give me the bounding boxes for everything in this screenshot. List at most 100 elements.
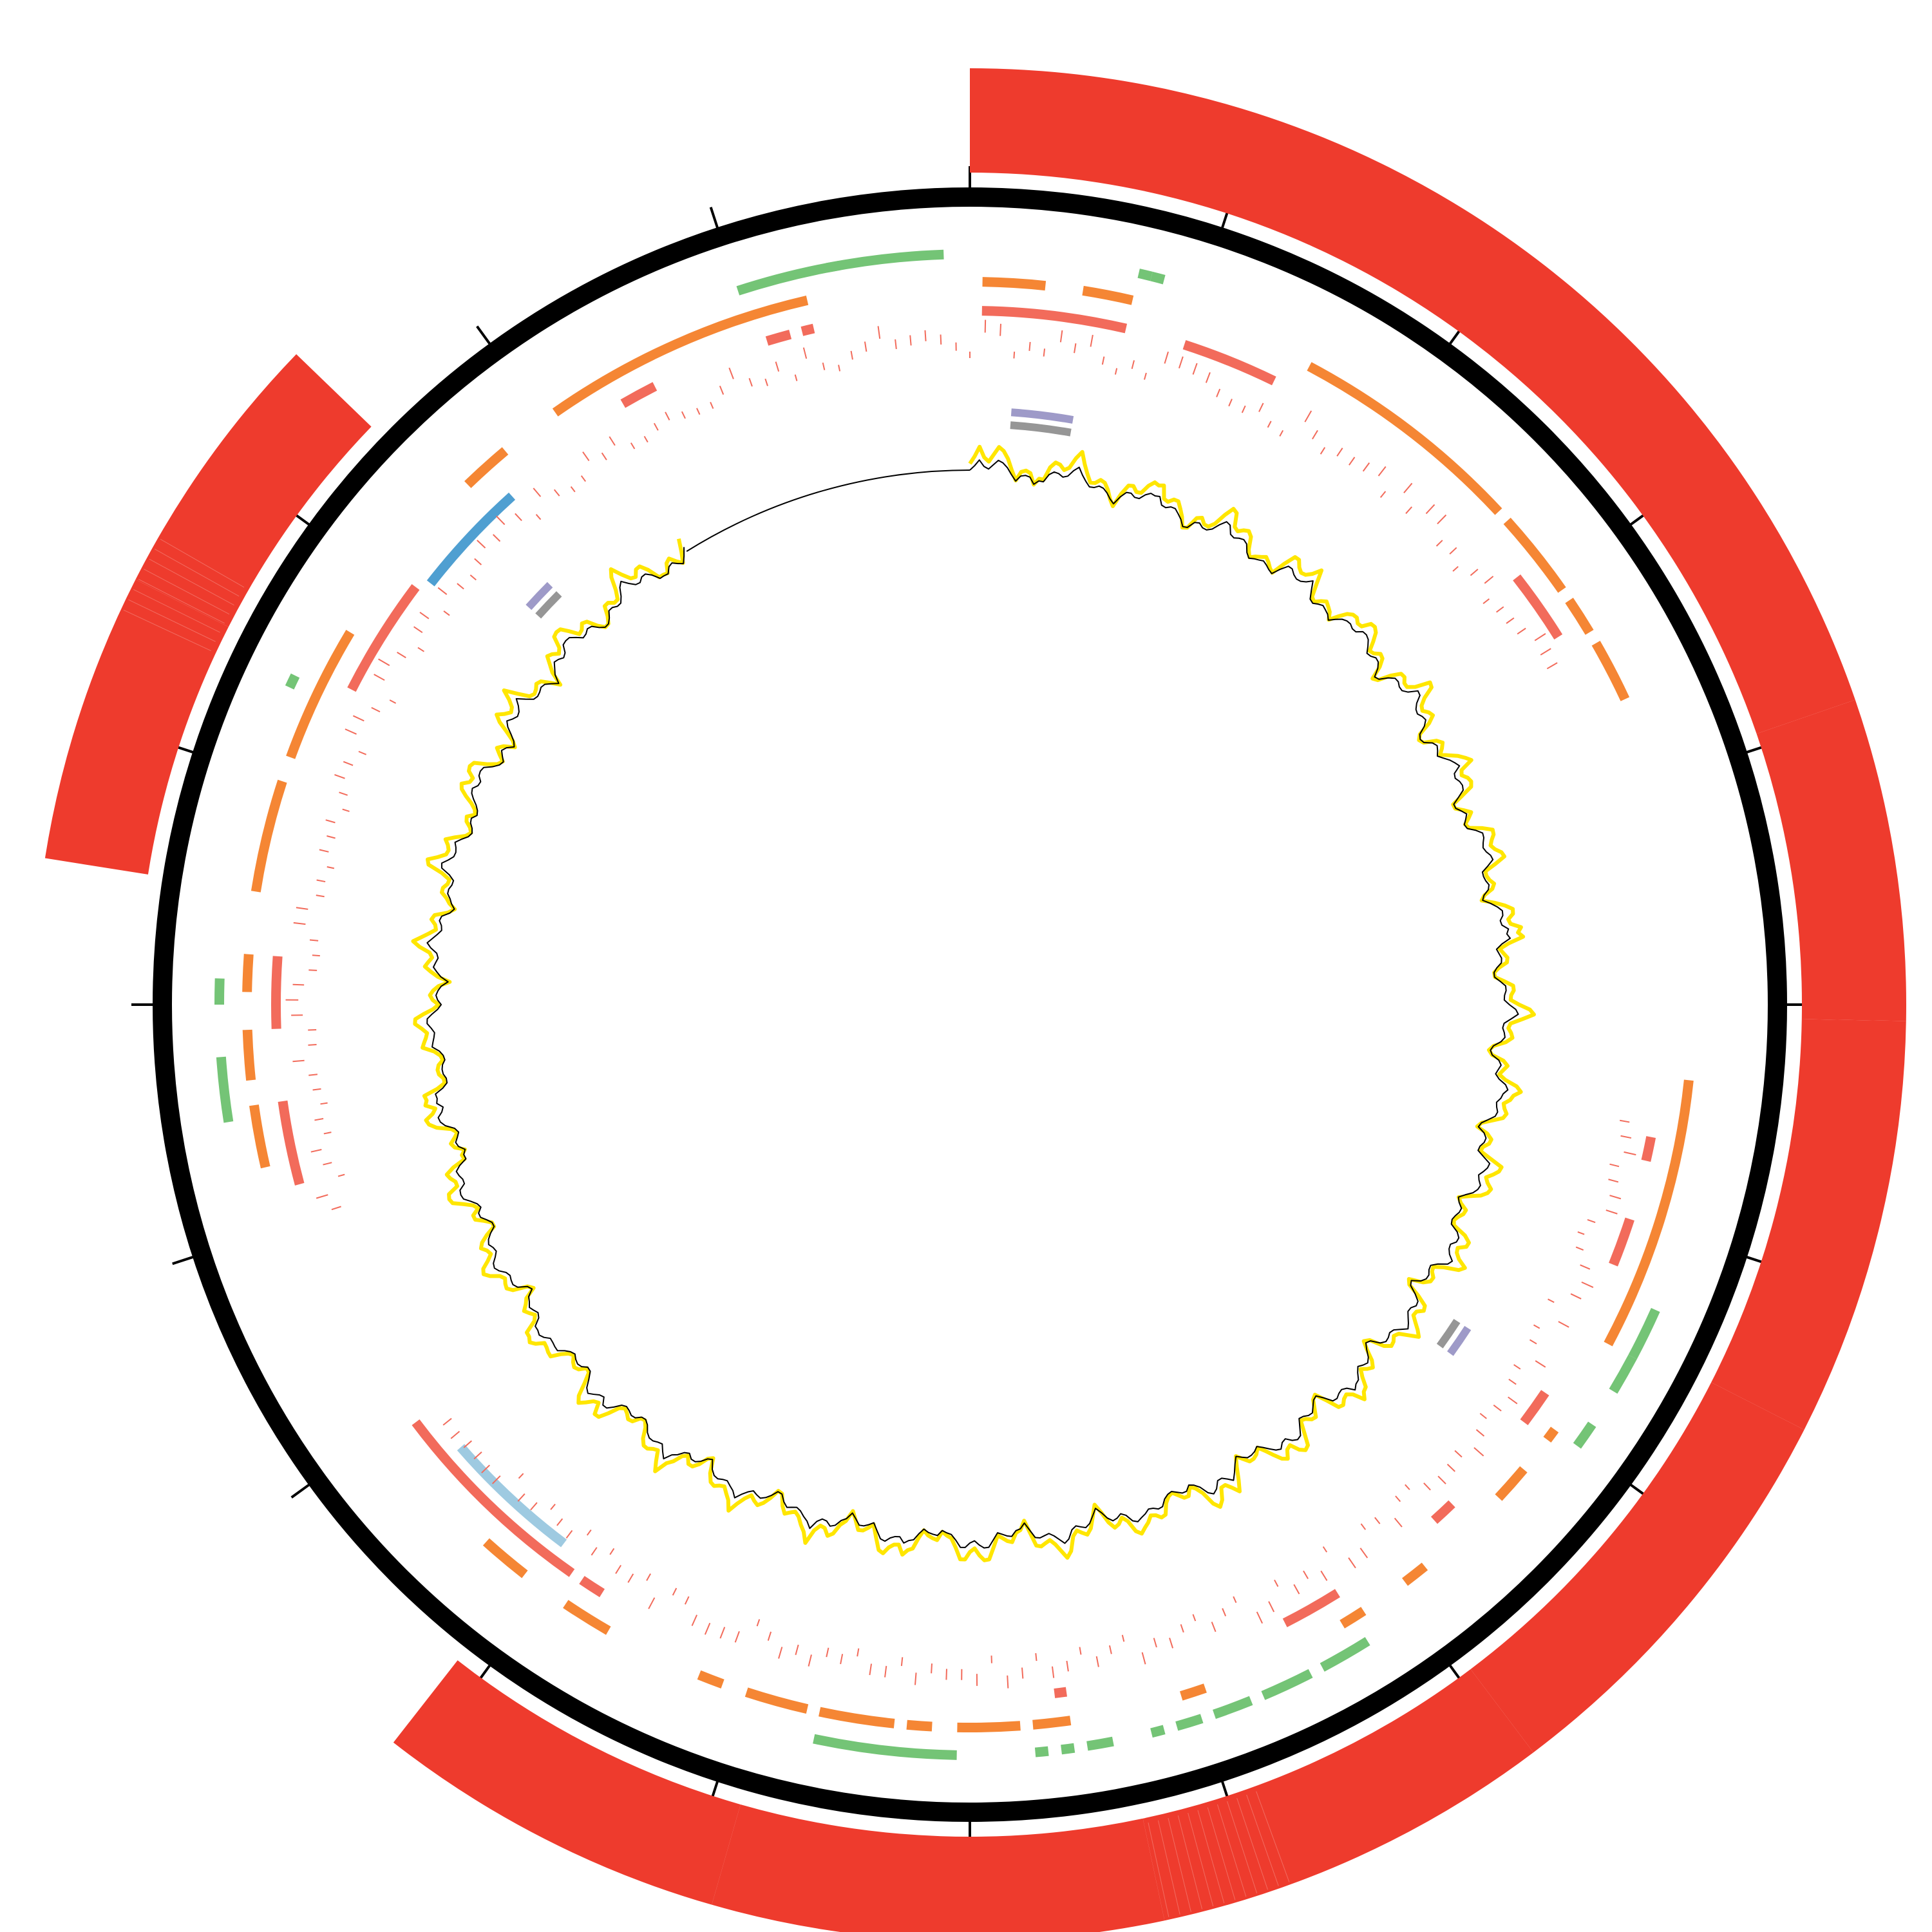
orange-mid-segment <box>242 1029 256 1081</box>
fragment-tick <box>1043 348 1046 357</box>
orange-mid-segment <box>819 1707 895 1728</box>
red-fragments-segment <box>981 306 1128 334</box>
fragment-tick <box>1506 617 1515 624</box>
outer-blocks-segment <box>1756 699 1906 1021</box>
fragment-tick <box>517 1493 526 1502</box>
fragment-tick <box>345 728 357 735</box>
fragment-tick <box>1079 1647 1082 1655</box>
fragment-tick <box>1529 1339 1537 1345</box>
fragment-tick <box>316 1194 328 1199</box>
tick-mark <box>709 207 719 229</box>
fragment-tick <box>1508 1396 1518 1405</box>
fragment-tick <box>1114 368 1118 375</box>
green-outer-segment <box>1609 1354 1637 1394</box>
fragment-tick <box>477 540 486 549</box>
green-outer-segment <box>1034 1746 1049 1757</box>
fragment-tick <box>565 1530 573 1539</box>
red-fragments-track <box>271 306 1656 1698</box>
fragment-tick <box>296 907 308 910</box>
fragment-tick <box>1216 388 1221 397</box>
fragment-tick <box>643 435 649 443</box>
orange-mid-segment <box>242 954 254 992</box>
fragment-tick <box>316 879 326 883</box>
fragment-tick <box>481 1464 491 1473</box>
fragment-tick <box>397 651 406 659</box>
fragment-tick <box>1279 430 1284 437</box>
blue-segment <box>426 492 516 587</box>
green-outer-segment <box>214 978 225 1005</box>
fragment-tick <box>940 334 942 345</box>
fragment-tick <box>826 1647 829 1658</box>
fragment-tick <box>316 895 325 898</box>
orange-mid-segment <box>1032 1716 1072 1730</box>
fragment-tick <box>609 436 616 446</box>
fragment-tick <box>1423 1482 1431 1491</box>
fragment-tick <box>1228 399 1233 407</box>
fragment-tick <box>308 969 317 971</box>
fragment-tick <box>1620 1135 1632 1139</box>
fragment-tick <box>646 1573 651 1581</box>
fragment-tick <box>417 647 425 652</box>
backbone-ring <box>153 187 1787 1822</box>
fragment-tick <box>493 534 501 542</box>
fragment-tick <box>609 1548 615 1555</box>
fragment-tick <box>1090 334 1094 347</box>
fragment-tick <box>710 402 714 409</box>
texture-line <box>1256 1791 1290 1882</box>
fragment-tick <box>1144 372 1147 380</box>
fragment-tick <box>1548 1298 1555 1303</box>
fragment-tick <box>1293 1584 1300 1595</box>
red-fragments-segment <box>579 1576 605 1598</box>
outer-blocks-segment <box>44 579 229 875</box>
red-fragments-segment <box>1513 574 1563 639</box>
fragment-tick <box>864 341 867 352</box>
texture-line <box>144 569 230 615</box>
fragment-tick <box>323 1162 332 1166</box>
fragment-tick <box>1475 1429 1485 1437</box>
orange-mid-segment <box>1307 362 1502 515</box>
red-fragments-segment <box>1609 1217 1634 1267</box>
orange-mid-segment <box>464 447 509 488</box>
texture-line <box>1148 1823 1170 1917</box>
red-fragments-segment <box>1054 1687 1068 1698</box>
fragment-tick <box>1496 606 1504 613</box>
orange-mid-segment <box>1604 1079 1694 1347</box>
fragment-tick <box>704 1622 711 1635</box>
fragment-tick <box>1454 1450 1463 1458</box>
fragment-tick <box>378 658 390 667</box>
fragment-tick <box>327 835 336 839</box>
fragment-tick <box>1267 421 1272 428</box>
outer-blocks-segment <box>393 1660 741 1905</box>
gray-segment <box>535 591 562 619</box>
fragment-tick <box>1312 430 1318 440</box>
texture-line <box>84 1271 177 1303</box>
fragment-tick <box>1007 1675 1009 1689</box>
tick-marks-group <box>131 166 1808 1843</box>
texture-line <box>77 1251 171 1282</box>
red-fragments-segment <box>278 1100 305 1186</box>
outer-blocks-segment <box>1711 1019 1906 1430</box>
green-outer-segment <box>1150 1725 1166 1738</box>
fragment-tick <box>1095 1656 1099 1667</box>
gray-segment <box>1436 1318 1461 1349</box>
plot-baseline <box>686 469 970 552</box>
fragment-tick <box>822 362 826 370</box>
fragment-tick <box>591 1547 598 1556</box>
fragment-tick <box>556 1518 564 1526</box>
fragment-tick <box>374 674 385 681</box>
fragment-tick <box>327 866 335 869</box>
fragment-tick <box>764 378 768 386</box>
fragment-tick <box>1359 1548 1368 1558</box>
texture-line <box>74 1242 167 1271</box>
fragment-tick <box>1437 514 1447 525</box>
fragment-tick <box>1348 1557 1356 1569</box>
green-outer-segment <box>216 1056 234 1123</box>
fragment-tick <box>1609 1163 1620 1168</box>
fragment-tick <box>719 385 724 395</box>
green-outer-segment <box>1573 1421 1596 1449</box>
fragment-tick <box>1608 1179 1619 1183</box>
fragment-tick <box>1131 360 1135 370</box>
fragment-tick <box>1517 627 1526 635</box>
fragment-tick <box>627 1573 634 1583</box>
red-fragments-segment <box>765 329 792 346</box>
